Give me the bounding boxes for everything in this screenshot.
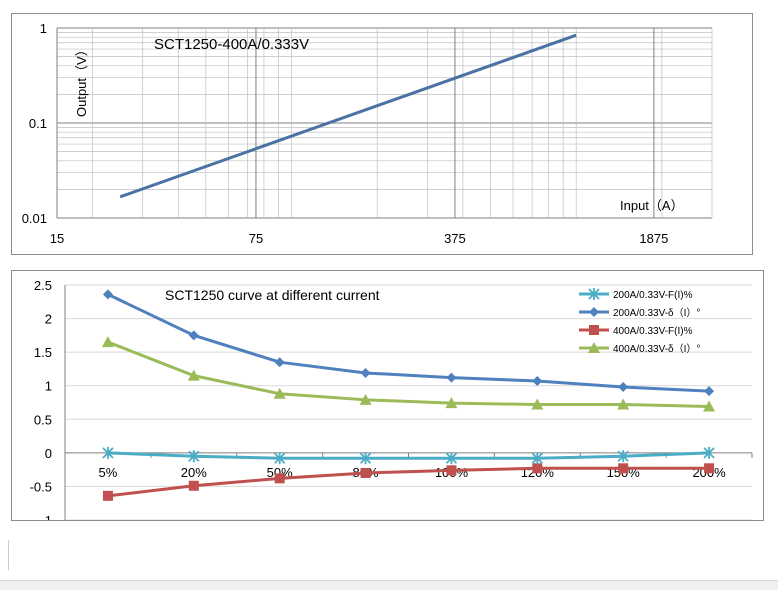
curve-chart-ticks: 2.521.510.50-0.5-15%20%50%80%100%120%150… <box>30 278 727 528</box>
square-marker <box>274 473 285 484</box>
triangle-marker <box>531 398 544 410</box>
curve-chart-series-line <box>107 451 710 460</box>
asterisk-marker <box>188 450 200 463</box>
curve-chart-x-tick-label: 5% <box>99 465 118 480</box>
triangle-marker <box>101 336 114 348</box>
asterisk-marker <box>445 452 458 465</box>
square-marker <box>589 325 599 335</box>
square-marker <box>446 465 457 476</box>
curve-chart-title: SCT1250 curve at different current <box>165 287 380 303</box>
diamond-marker <box>360 367 371 378</box>
square-marker <box>360 468 371 478</box>
log-chart-y-tick-label: 0.1 <box>29 116 47 131</box>
curve-chart-panel: 2.521.510.50-0.5-15%20%50%80%100%120%150… <box>11 270 764 528</box>
curve-chart-y-tick-label: 0.5 <box>34 412 52 427</box>
curve-chart-x-tick-label: 20% <box>181 465 207 480</box>
asterisk-marker <box>588 288 600 300</box>
square-marker <box>704 463 715 474</box>
log-chart-grid <box>56 27 713 219</box>
log-chart-y-tick-label: 1 <box>40 21 47 36</box>
triangle-marker <box>445 397 458 409</box>
log-chart-y-tick-label: 0.01 <box>22 211 47 226</box>
asterisk-marker <box>359 452 372 465</box>
curve-chart-y-tick-label: -0.5 <box>30 479 52 494</box>
log-chart-labels: SCT1250-400A/0.333V Output（V） Input（A） 1… <box>22 21 684 246</box>
log-chart-x-tick-label: 15 <box>50 231 64 246</box>
curve-chart-series <box>101 289 716 501</box>
triangle-marker <box>703 400 716 412</box>
log-chart: SCT1250-400A/0.333V Output（V） Input（A） 1… <box>22 21 713 246</box>
log-chart-series-line <box>119 33 577 199</box>
curve-chart-series-line <box>107 293 710 393</box>
curve-chart-y-tick-label: -1 <box>40 513 52 520</box>
log-chart-x-axis-label: Input（A） <box>620 198 684 213</box>
legend-entry-label: 400A/0.33V-F(I)% <box>613 326 693 337</box>
asterisk-marker <box>617 450 629 463</box>
asterisk-marker <box>102 446 114 459</box>
curve-chart-y-tick-label: 2.5 <box>34 278 52 293</box>
page-edge-mark <box>8 540 9 570</box>
asterisk-marker <box>531 452 543 465</box>
log-chart-x-tick-label: 75 <box>249 231 263 246</box>
curve-chart-legend: 200A/0.33V-F(I)% 200A/0.33V-δ（I）° 400A/0.3… <box>579 288 700 355</box>
square-marker <box>188 480 199 491</box>
curve-chart-series-line <box>107 340 710 409</box>
log-chart-series <box>119 33 577 199</box>
triangle-marker <box>588 342 600 353</box>
diamond-marker <box>102 289 113 300</box>
log-chart-x-tick-label: 375 <box>444 231 466 246</box>
curve-chart-y-tick-label: 0 <box>45 446 52 461</box>
curve-chart-y-tick-label: 2 <box>45 312 52 327</box>
diamond-marker <box>589 307 599 317</box>
log-chart-title: SCT1250-400A/0.333V <box>154 36 309 53</box>
bottom-scroll-strip <box>0 580 778 590</box>
asterisk-marker <box>703 446 715 459</box>
square-marker <box>618 463 629 474</box>
triangle-marker <box>273 387 286 399</box>
diamond-marker <box>532 376 543 387</box>
square-marker <box>532 463 543 474</box>
asterisk-marker <box>274 452 286 465</box>
diamond-marker <box>188 330 199 341</box>
diamond-marker <box>446 372 457 383</box>
triangle-marker <box>359 393 372 405</box>
legend-entry-label: 400A/0.33V-δ（I）° <box>613 343 700 355</box>
curve-chart-y-tick-label: 1.5 <box>34 345 52 360</box>
curve-chart-x-tick-label: 50% <box>267 465 293 480</box>
square-marker <box>102 490 113 501</box>
log-chart-x-tick-label: 1875 <box>639 231 668 246</box>
log-chart-y-axis-label: Output（V） <box>74 43 89 117</box>
legend-entry-label: 200A/0.33V-δ（I）° <box>613 307 700 319</box>
diamond-marker <box>704 386 715 397</box>
curve-chart: 2.521.510.50-0.5-15%20%50%80%100%120%150… <box>30 278 753 528</box>
diamond-marker <box>274 357 285 368</box>
curve-chart-y-tick-label: 1 <box>45 379 52 394</box>
triangle-marker <box>617 398 630 410</box>
log-chart-panel: SCT1250-400A/0.333V Output（V） Input（A） 1… <box>11 13 753 255</box>
triangle-marker <box>187 369 200 381</box>
diamond-marker <box>618 382 629 393</box>
legend-entry-label: 200A/0.33V-F(I)% <box>613 290 693 301</box>
curve-chart-series-line <box>107 466 710 498</box>
